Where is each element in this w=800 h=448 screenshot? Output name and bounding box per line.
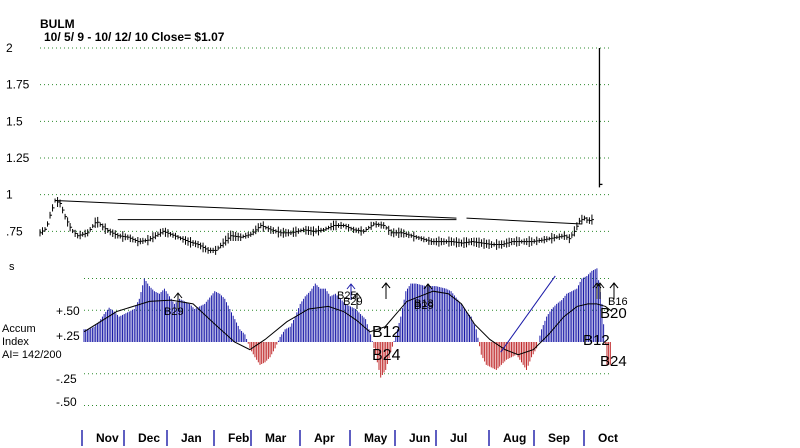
accum-y-tick-label: -.50 [56,395,77,409]
month-label: Apr [314,431,335,445]
month-label: Jul [450,431,467,445]
month-axis: Nov Dec Jan Feb Mar Apr May Jun Jul Aug Sep Oct [81,430,618,446]
price-scale-marker: s [9,261,15,273]
month-label: Aug [503,431,526,445]
month-label: Sep [548,431,570,445]
price-y-tick-label: 1.25 [6,151,30,165]
price-y-tick-label: 1.5 [6,114,23,128]
signal-label: B29 [343,296,363,308]
signal-label: B29 [164,306,184,318]
signal-arrowhead [423,283,433,290]
signal-label: B20 [600,305,627,322]
accum-index-label: Index [2,336,29,348]
signal-label: B29 [414,300,434,312]
price-chart: 21.751.51.251.75s [6,41,612,273]
signal-arrowhead [592,282,602,289]
price-y-tick-label: 1 [6,188,13,202]
month-label: Mar [265,431,287,445]
signal-arrowhead [346,283,356,290]
month-label: Jun [409,431,430,445]
month-label: Feb [228,431,249,445]
signal-arrowhead [173,292,183,299]
accum-index-label: Accum [2,323,36,335]
signal-arrowhead [352,292,362,299]
price-y-tick-label: 1.75 [6,78,30,92]
signal-arrowhead [609,282,619,289]
month-label: Jan [181,431,202,445]
signal-label: B16 [608,296,628,308]
chart-subtitle: 10/ 5/ 9 - 10/ 12/ 10 Close= $1.07 [44,30,225,44]
accum-trendline [500,275,556,353]
month-label: Nov [96,431,119,445]
month-label: Dec [138,431,160,445]
accum-moving-average [83,290,613,356]
price-trendline [55,200,457,219]
price-trendline [466,217,582,225]
price-y-tick-label: 2 [6,41,13,55]
signal-label: B12 [583,332,610,349]
signal-label: B18 [414,298,434,310]
month-label: Oct [598,431,618,445]
signal-arrowhead [381,282,391,289]
signal-label: B12 [372,324,401,341]
accum-y-tick-label: +.50 [56,304,80,318]
signal-label: B25 [337,290,357,302]
signal-label: B24 [372,347,401,364]
month-label: May [364,431,388,445]
accum-y-tick-label: -.25 [56,372,77,386]
accum-index-label: AI= 142/200 [2,349,62,361]
price-y-tick-label: .75 [6,224,23,238]
signal-label: B24 [600,353,627,370]
chart-title: BULM [40,17,75,31]
accum-y-tick-label: +.25 [56,329,80,343]
